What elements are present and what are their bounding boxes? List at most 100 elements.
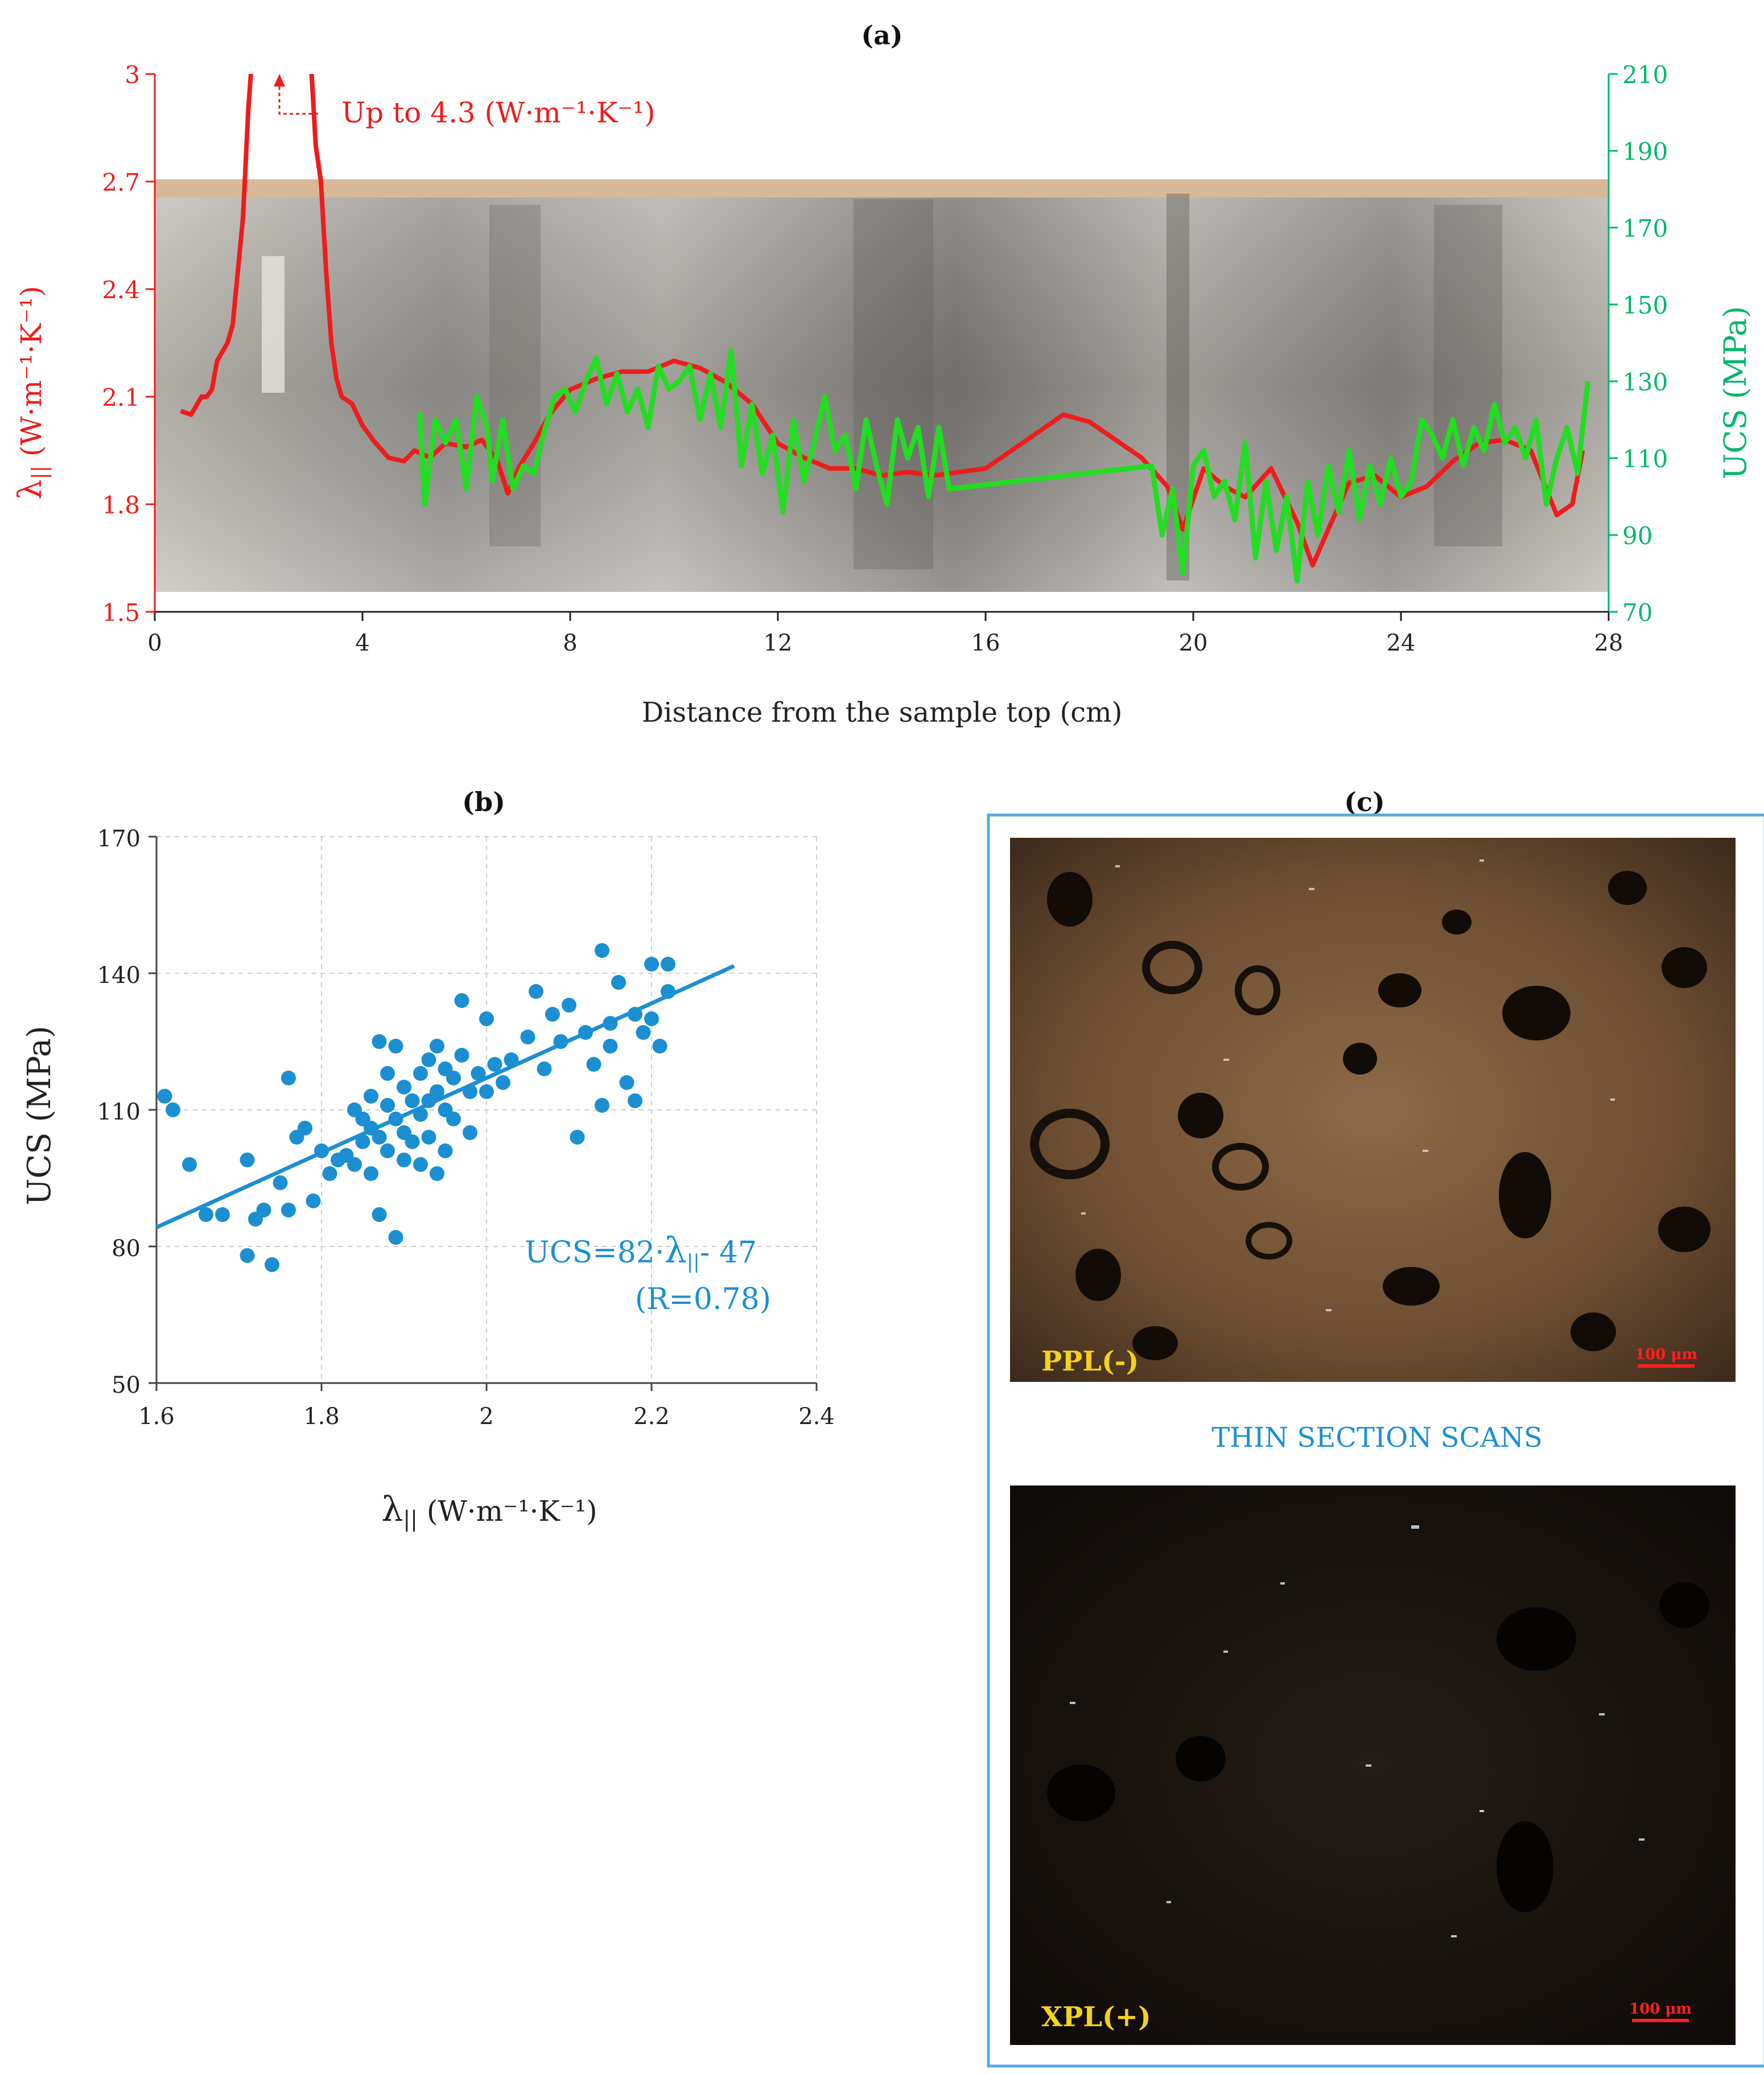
- scatter-point: [281, 1203, 296, 1217]
- scatter-point: [430, 1166, 444, 1181]
- panel-b-x-tick-label: 2: [479, 1404, 493, 1430]
- scatter-point: [306, 1194, 321, 1208]
- panel-a-y-right-tick-label: 110: [1622, 445, 1668, 473]
- scatter-point: [405, 1134, 420, 1149]
- panel-a-y-left-tick-label: 2.7: [102, 168, 140, 196]
- panel-a-y-right-tick-label: 210: [1622, 61, 1668, 89]
- panel-c-frame: [987, 813, 1764, 2068]
- panel-a-x-tick-label: 8: [563, 630, 577, 656]
- panel-b-equation: UCS=82·λ||- 47: [525, 1229, 757, 1273]
- panel-a-y-right-tick-label: 130: [1622, 368, 1668, 396]
- scatter-point: [405, 1093, 420, 1108]
- panel-c-title: (c): [1344, 787, 1385, 817]
- panel-a-y-right-tick-label: 150: [1622, 291, 1668, 319]
- panel-a-annotation: [274, 74, 319, 115]
- scatter-point: [619, 1075, 634, 1090]
- fit-line: [155, 964, 735, 1229]
- scatter-point: [372, 1034, 387, 1049]
- scatter-point: [520, 1030, 535, 1044]
- rock-core-photo-icon: [155, 179, 1609, 592]
- panel-a-y-left-tick-label: 3: [125, 61, 140, 89]
- scatter-point: [388, 1039, 403, 1054]
- panel-b-y-tick-label: 170: [97, 826, 141, 852]
- thin-section-ppl-image-icon: [1010, 838, 1736, 1382]
- xpl-label: XPL(+): [1041, 2001, 1151, 2033]
- panel-a-x-tick-label: 0: [147, 630, 162, 656]
- panel-b-x-tick-label: 1.6: [138, 1404, 175, 1430]
- scatter-point: [595, 1098, 609, 1113]
- scatter-point: [380, 1066, 395, 1081]
- scatter-point: [479, 1084, 494, 1099]
- panel-a-annotation-text: Up to 4.3 (W·m⁻¹·K⁻¹): [341, 96, 655, 129]
- panel-a-y-right-tick-label: 90: [1622, 522, 1652, 550]
- scatter-point: [644, 957, 659, 972]
- panel-a-y-right-label: UCS (MPa): [1717, 306, 1753, 480]
- ppl-label: PPL(-): [1041, 1345, 1139, 1377]
- scatter-point: [446, 1071, 461, 1085]
- panel-a-y-left-tick-label: 2.1: [102, 384, 140, 411]
- scatter-point: [446, 1112, 461, 1126]
- scatter-point: [182, 1157, 197, 1172]
- scatter-point: [421, 1130, 436, 1145]
- panel-a-x-tick-label: 16: [971, 630, 1000, 656]
- panel-b-y-tick-label: 110: [97, 1099, 141, 1125]
- scatter-point: [430, 1084, 444, 1099]
- panel-b-x-tick-label: 2.4: [798, 1404, 835, 1430]
- panel-a-x-label: Distance from the sample top (cm): [642, 697, 1123, 729]
- scatter-point: [281, 1071, 296, 1085]
- scatter-point: [347, 1157, 362, 1172]
- thin-section-caption: THIN SECTION SCANS: [1211, 1422, 1542, 1454]
- scatter-point: [479, 1011, 494, 1026]
- panel-a-title: (a): [861, 20, 902, 51]
- scatter-point: [322, 1166, 337, 1181]
- scatter-point: [256, 1203, 271, 1217]
- panel-a-y-left-label: λ|| (W·m⁻¹·K⁻¹): [12, 286, 52, 500]
- panel-a-y-left-tick-label: 1.5: [102, 599, 140, 627]
- scatter-point: [380, 1143, 395, 1158]
- panel-a-x-tick-label: 20: [1179, 630, 1208, 656]
- scatter-point: [397, 1080, 411, 1094]
- scatter-point: [529, 984, 543, 999]
- scatter-point: [199, 1207, 213, 1222]
- panel-a-y-right-tick-label: 170: [1622, 215, 1668, 242]
- scatter-point: [166, 1102, 180, 1117]
- scatter-point: [570, 1130, 585, 1145]
- scatter-point: [471, 1066, 486, 1081]
- ucs-series-line: [417, 348, 1590, 584]
- scatter-point: [661, 957, 675, 972]
- panel-a-x-tick-label: 4: [355, 630, 369, 656]
- scatter-point: [611, 975, 626, 990]
- up-arrow-icon: [274, 74, 285, 87]
- scatter-point: [636, 1025, 651, 1040]
- panel-b-y-label: UCS (MPa): [21, 1026, 58, 1205]
- scatter-point: [603, 1039, 618, 1054]
- panel-a-chart: 0 4 8 12 16 20 24 28 1.5 1.8 2.1 2.4 2.7 3 70 90 110 130 1…: [102, 61, 1668, 656]
- scatter-point: [454, 993, 469, 1008]
- scatter-point: [355, 1134, 370, 1149]
- scatter-point: [364, 1089, 378, 1104]
- scatter-point: [240, 1248, 255, 1263]
- scatter-point: [652, 1039, 667, 1054]
- xpl-scale-label: 100 μm: [1629, 2001, 1692, 2018]
- panel-a-y-left-tick-label: 2.4: [102, 276, 140, 304]
- scatter-point: [562, 998, 576, 1013]
- scatter-point: [644, 1011, 659, 1026]
- panel-b-chart: 1.6 1.8 2 2.2 2.4 50 80 110 140 170: [97, 826, 835, 1430]
- scatter-point: [586, 1057, 601, 1072]
- scatter-point: [430, 1039, 444, 1054]
- scatter-point: [537, 1061, 552, 1076]
- scatter-point: [298, 1121, 312, 1135]
- scatter-point: [413, 1066, 428, 1081]
- scatter-point: [265, 1257, 279, 1272]
- scatter-point: [388, 1230, 403, 1245]
- scatter-point: [454, 1048, 469, 1063]
- scatter-point: [595, 943, 609, 958]
- scatter-point: [372, 1207, 387, 1222]
- scatter-point: [380, 1098, 395, 1113]
- scatter-point: [463, 1125, 477, 1140]
- scatter-point: [545, 1007, 560, 1022]
- panel-a-x-tick-label: 12: [764, 630, 793, 656]
- panel-b-r-value: (R=0.78): [635, 1282, 771, 1316]
- panel-b-x-tick-label: 1.8: [303, 1404, 340, 1430]
